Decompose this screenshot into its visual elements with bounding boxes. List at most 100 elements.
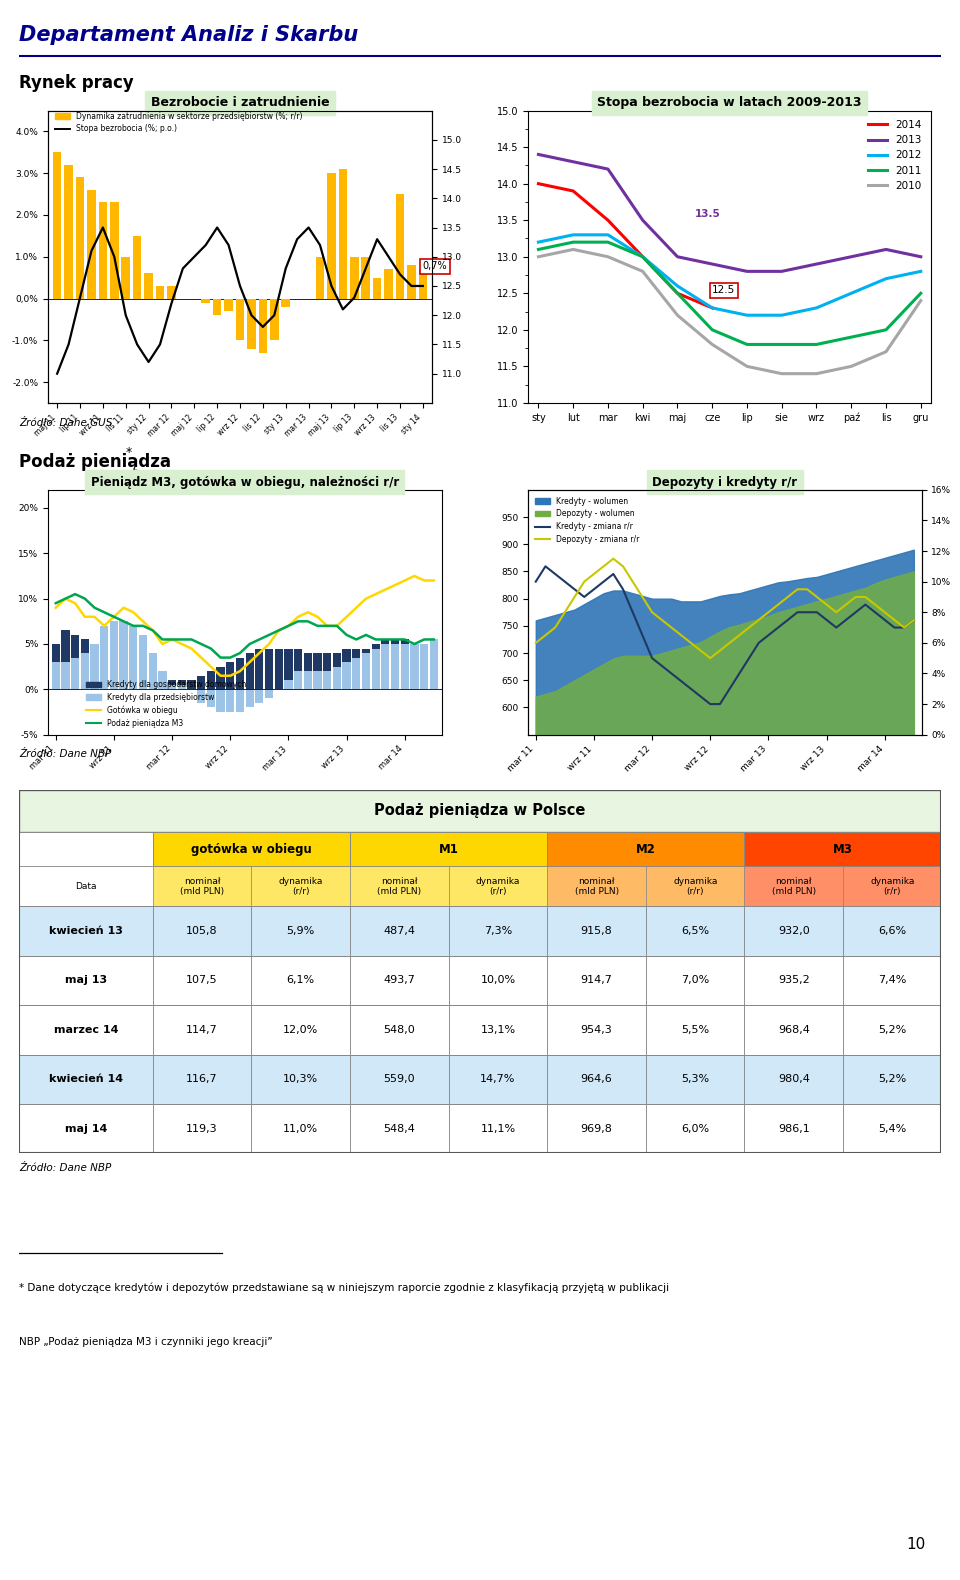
Text: nominał
(mld PLN): nominał (mld PLN) (772, 877, 816, 896)
Podaż pieniądza M3 (273, 621, 284, 640)
Bar (400, 640, 409, 689)
2012 (672, 276, 684, 295)
Kredyty - zmiana r/r (598, 572, 610, 591)
Bar (745, 956, 843, 1005)
Depozyty - zmiana r/r (598, 556, 610, 575)
2012 (776, 307, 787, 325)
Bar (19, 1104, 941, 1153)
Text: 6,0%: 6,0% (682, 1123, 709, 1134)
Bar (168, 681, 177, 689)
Bar (258, 299, 267, 352)
Bar (547, 1104, 646, 1153)
Bar (448, 1104, 547, 1153)
2010 (672, 307, 684, 325)
Podaż pieniądza M3 (60, 589, 71, 608)
Depozyty - zmiana r/r (705, 649, 716, 668)
Text: 548,4: 548,4 (383, 1123, 416, 1134)
Bar (361, 258, 370, 299)
Depozyty - zmiana r/r (695, 641, 707, 660)
Gotówka w obiegu (312, 607, 324, 626)
Podaż pieniądza M3 (215, 648, 227, 667)
Gotówka w obiegu (225, 667, 236, 686)
Line: Podaż pieniądza M3: Podaż pieniądza M3 (56, 594, 434, 657)
Depozyty - zmiana r/r (568, 588, 580, 607)
Podaż pieniądza M3 (88, 599, 100, 618)
Depozyty - zmiana r/r (617, 556, 629, 575)
Text: 119,3: 119,3 (186, 1123, 218, 1134)
2014 (707, 299, 718, 318)
Text: 12,0%: 12,0% (283, 1025, 319, 1035)
Bar (19, 866, 153, 907)
2011 (741, 335, 753, 354)
Text: maj 14: maj 14 (65, 1123, 108, 1134)
Depozyty - zmiana r/r (899, 618, 910, 637)
Text: 14,7%: 14,7% (480, 1074, 516, 1084)
Bar (372, 645, 380, 689)
Podaż pieniądza M3 (341, 626, 352, 645)
2012 (811, 299, 823, 318)
2014 (533, 174, 544, 193)
Podaż pieniądza M3 (137, 616, 149, 635)
Depozyty - zmiana r/r (714, 641, 726, 660)
Gotówka w obiegu (379, 580, 391, 599)
Bar (255, 689, 263, 703)
Legend: 2014, 2013, 2012, 2011, 2010: 2014, 2013, 2012, 2011, 2010 (864, 115, 926, 194)
Kredyty - zmiana r/r (733, 664, 745, 683)
Bar (119, 621, 128, 689)
Bar (381, 645, 390, 689)
Text: nominał
(mld PLN): nominał (mld PLN) (377, 877, 421, 896)
Bar (350, 1054, 448, 1104)
Bar (350, 907, 448, 956)
Text: dynamika
(r/r): dynamika (r/r) (278, 877, 323, 896)
Title: Depozyty i kredyty r/r: Depozyty i kredyty r/r (652, 476, 798, 488)
Bar (410, 645, 419, 689)
2011 (567, 232, 579, 251)
Podaż pieniądza M3 (331, 616, 343, 635)
Bar (19, 956, 153, 1005)
Podaż pieniądza M3 (370, 630, 381, 649)
Bar (197, 689, 205, 703)
Line: 2012: 2012 (539, 235, 921, 316)
Bar (430, 640, 438, 689)
Podaż pieniądza M3 (302, 611, 314, 630)
Bar (61, 662, 69, 689)
Gotówka w obiegu (118, 599, 130, 618)
Bar (391, 640, 399, 689)
Text: 107,5: 107,5 (186, 975, 218, 986)
Depozyty - zmiana r/r (792, 580, 804, 599)
2011 (672, 284, 684, 303)
Bar (110, 202, 119, 299)
Bar (448, 907, 547, 956)
Text: 954,3: 954,3 (581, 1025, 612, 1035)
Bar (294, 672, 302, 689)
Bar (843, 1104, 942, 1153)
Podaż pieniądza M3 (428, 630, 440, 649)
2012 (567, 226, 579, 245)
Bar (52, 645, 60, 689)
Depozyty - zmiana r/r (850, 588, 861, 607)
Depozyty - zmiana r/r (762, 602, 774, 621)
Text: Źródło: Dane NBP: Źródło: Dane NBP (19, 749, 111, 758)
Bar (327, 174, 336, 299)
2010 (915, 291, 926, 310)
Bar (153, 866, 252, 907)
Bar (265, 648, 274, 689)
Bar (225, 299, 233, 311)
Gotówka w obiegu (331, 616, 343, 635)
Kredyty - zmiana r/r (821, 610, 832, 629)
2013 (811, 254, 823, 273)
Bar (372, 648, 380, 689)
Podaż pieniądza M3 (234, 643, 246, 662)
Depozyty - zmiana r/r (830, 602, 842, 621)
Kredyty - zmiana r/r (705, 695, 716, 714)
Bar (745, 907, 843, 956)
2013 (915, 246, 926, 265)
Podaż pieniądza M3 (156, 630, 168, 649)
Bar (343, 648, 350, 689)
Depozyty - zmiana r/r (540, 626, 551, 645)
Bar (130, 626, 137, 689)
Bar (144, 273, 153, 299)
Podaż pieniądza M3 (322, 616, 333, 635)
Text: dynamika
(r/r): dynamika (r/r) (870, 877, 915, 896)
2012 (636, 246, 648, 265)
